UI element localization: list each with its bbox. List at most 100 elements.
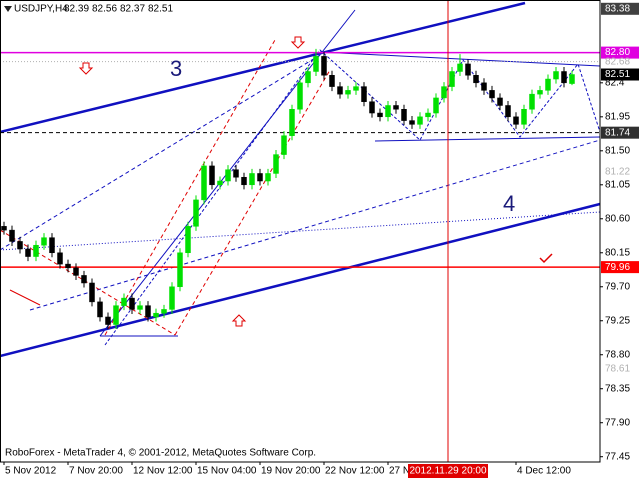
- candle-body: [377, 112, 383, 118]
- copyright: RoboForex - MetaTrader 4, © 2001-2012, M…: [5, 448, 316, 459]
- cursor-time-box: [408, 464, 488, 478]
- level-box: [601, 2, 639, 15]
- dotted-line: [0, 211, 601, 251]
- candle-body: [569, 74, 575, 84]
- zigzag: [104, 49, 601, 346]
- y-tick-label: 81.95: [605, 111, 630, 122]
- y-tick-label: 79.25: [605, 315, 630, 326]
- candle-body: [145, 305, 151, 318]
- x-tick-label: 12 Nov 12:00: [133, 466, 193, 477]
- candle-body: [217, 180, 223, 186]
- x-tick-label: 4 Dec 12:00: [517, 466, 571, 477]
- candle-body: [153, 312, 159, 318]
- candle-body: [489, 90, 495, 99]
- candle-body: [385, 105, 391, 118]
- candle-body: [553, 71, 559, 80]
- candle-body: [289, 109, 295, 136]
- candle-body: [561, 71, 567, 84]
- y-tick-label: 81.50: [605, 145, 630, 156]
- candle-body: [177, 252, 183, 288]
- header-high: 82.56: [92, 4, 117, 15]
- plot-frame: [0, 0, 601, 463]
- level-box: [601, 261, 639, 274]
- y-tick-label: 77.45: [605, 451, 630, 462]
- x-tick-label: 19 Nov 20:00: [261, 466, 321, 477]
- y-tick-label: 77.90: [605, 417, 630, 428]
- candle-body: [345, 90, 351, 95]
- candle-body: [113, 305, 119, 325]
- candle-body: [265, 173, 271, 182]
- x-tick-label: 15 Nov 04:00: [197, 466, 257, 477]
- candle-body: [441, 86, 447, 99]
- candle-body: [465, 63, 471, 76]
- level-label: 81.22: [605, 167, 630, 178]
- up-arrow: [231, 314, 247, 327]
- candle-body: [257, 173, 263, 182]
- dashed-line: [0, 229, 176, 336]
- y-tick-label: 78.35: [605, 383, 630, 394]
- candle-body: [297, 82, 303, 110]
- candle-body: [121, 297, 127, 306]
- candle-body: [457, 63, 463, 72]
- candle-body: [481, 82, 487, 91]
- candles: [1, 48, 575, 330]
- candle-body: [249, 173, 255, 186]
- candle-body: [185, 226, 191, 254]
- candle-body: [233, 169, 239, 178]
- candle-body: [305, 71, 311, 84]
- candle-body: [521, 109, 527, 125]
- level-label: 83.38: [605, 3, 630, 14]
- level-label: 82.68: [605, 56, 630, 67]
- cursor-time: 2012.11.29 20:00: [409, 466, 487, 477]
- candle-body: [281, 135, 287, 155]
- level-label: 78.61: [605, 364, 630, 375]
- wave-label: 3: [170, 56, 182, 81]
- candle-body: [241, 176, 247, 186]
- current-price-box: [601, 68, 639, 81]
- candle-body: [393, 105, 399, 110]
- candle-body: [193, 199, 199, 227]
- candle-body: [129, 297, 135, 310]
- level-label: 82.80: [605, 47, 630, 58]
- dashed-line: [104, 39, 276, 336]
- candle-body: [537, 90, 543, 95]
- current-price-label: 82.51: [605, 69, 630, 80]
- dashed-line: [174, 69, 331, 336]
- candle-body: [25, 248, 31, 257]
- level-label: 79.96: [605, 262, 630, 273]
- candle-body: [449, 71, 455, 87]
- candle-body: [161, 309, 167, 314]
- candle-body: [73, 267, 79, 276]
- candle-body: [17, 241, 23, 250]
- candle-body: [105, 316, 111, 325]
- y-tick-label: 80.60: [605, 213, 630, 224]
- drawings: [0, 1, 601, 358]
- candle-body: [337, 86, 343, 95]
- candle-body: [97, 301, 103, 318]
- candle-body: [361, 86, 367, 102]
- header-open: 82.39: [64, 4, 89, 15]
- level-box: [601, 126, 639, 139]
- candle-body: [497, 97, 503, 106]
- candle-body: [225, 169, 231, 182]
- candle-body: [9, 229, 15, 242]
- candle-body: [201, 165, 207, 201]
- candle-body: [401, 109, 407, 121]
- candle-body: [417, 116, 423, 125]
- candle-body: [433, 97, 439, 114]
- level-label: 81.74: [605, 127, 630, 138]
- levels: [0, 0, 600, 462]
- header-close: 82.51: [148, 4, 173, 15]
- level-box: [601, 46, 639, 59]
- candle-body: [329, 75, 335, 87]
- candle-body: [513, 116, 519, 125]
- red-line: [9, 289, 41, 306]
- candle-body: [505, 105, 511, 118]
- channel-line: [374, 136, 601, 142]
- y-tick-label: 79.70: [605, 281, 630, 292]
- candle-body: [169, 286, 175, 310]
- down-arrow: [290, 36, 306, 49]
- candle-body: [1, 226, 7, 231]
